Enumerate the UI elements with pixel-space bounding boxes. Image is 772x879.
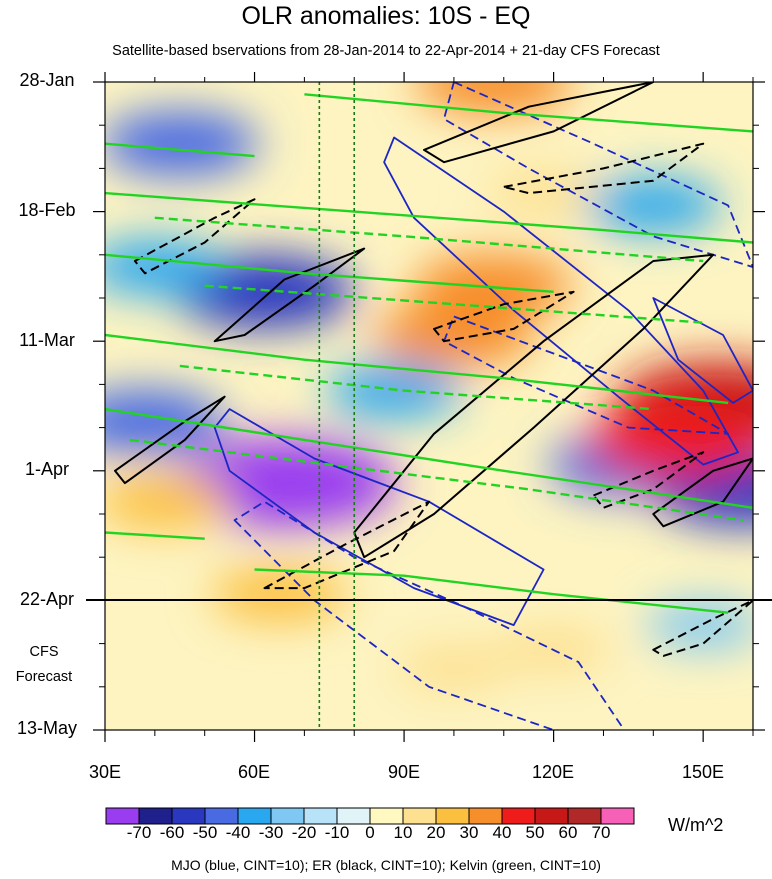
er-contour — [263, 500, 430, 590]
forecast-note-line-1: CFS — [29, 644, 59, 660]
er-contour — [652, 599, 753, 657]
x-tick-label-30e: 30E — [88, 762, 122, 782]
forecast-note: CFS Forecast — [14, 640, 74, 690]
colorbar-label-10: 10 — [393, 823, 413, 842]
reference-lines — [318, 82, 356, 730]
colorbar-label-40: 40 — [492, 823, 512, 842]
kelvin-contour — [105, 407, 753, 509]
mjo-contour — [383, 136, 739, 466]
anomaly-patch — [105, 473, 233, 530]
anomaly-patch — [645, 601, 753, 649]
colorbar-swatch — [402, 807, 437, 825]
mjo-contour — [233, 500, 626, 730]
colorbar-swatch — [237, 807, 272, 825]
y-tick-label-28-jan: 28-Jan — [19, 70, 75, 90]
er-contour — [133, 198, 256, 275]
mjo-contour — [443, 315, 729, 435]
contour-legend: MJO (blue, CINT=10); ER (black, CINT=10)… — [171, 857, 601, 873]
anomaly-patch — [211, 566, 348, 623]
y-tick-label-1-apr: 1-Apr — [24, 459, 69, 479]
plot-area — [105, 82, 753, 730]
er-contours — [114, 82, 753, 657]
er-contour — [433, 290, 575, 343]
colorbar-label-60: 60 — [558, 823, 578, 842]
er-contour — [213, 247, 366, 343]
y-tick-label-13-may: 13-May — [16, 718, 78, 738]
colorbar-swatch — [435, 807, 470, 825]
er-contour — [114, 395, 226, 485]
kelvin-contour — [105, 253, 554, 293]
kelvin-contour — [105, 531, 205, 540]
colorbar-label-m70: -70 — [126, 823, 152, 842]
plot-frame — [104, 81, 754, 731]
kelvin-contour — [105, 333, 729, 405]
x-tick-label-60e: 60E — [237, 762, 271, 782]
colorbar-label-m40: -40 — [225, 823, 251, 842]
colorbar-swatch — [501, 807, 536, 825]
colorbar-label-m20: -20 — [291, 823, 317, 842]
anomaly-patch — [585, 177, 722, 234]
anomaly-patch — [396, 644, 512, 692]
chart-title: OLR anomalies: 10S - EQ — [241, 2, 531, 30]
colorbar-label-m10: -10 — [324, 823, 350, 842]
colorbar-swatch — [303, 807, 338, 825]
colorbar-swatch — [270, 807, 305, 825]
colorbar-swatch — [336, 807, 371, 825]
colorbar-swatch — [171, 807, 206, 825]
colorbar-swatch — [138, 807, 173, 825]
colorbar — [105, 807, 635, 825]
kelvin-contours — [105, 93, 753, 614]
colorbar-label-m50: -50 — [192, 823, 218, 842]
colorbar-swatch — [567, 807, 602, 825]
x-tick-label-120e: 120E — [531, 762, 575, 782]
kelvin-contour — [179, 364, 654, 411]
anomaly-patch — [105, 389, 225, 454]
colorbar-swatch — [204, 807, 239, 825]
kelvin-contour — [304, 93, 753, 133]
y-tick-label-11-mar: 11-Mar — [19, 330, 75, 350]
anomaly-patch — [105, 239, 224, 296]
anomaly-patch — [588, 403, 753, 477]
chart-subtitle: Satellite-based bservations from 28-Jan-… — [112, 43, 660, 59]
kelvin-contour — [129, 438, 744, 522]
y-tick-label-22-apr: 22-Apr — [19, 589, 75, 609]
colorbar-swatch — [369, 807, 404, 825]
x-tick-label-150e: 150E — [681, 762, 725, 782]
colorbar-swatch — [534, 807, 569, 825]
kelvin-contour — [154, 216, 704, 263]
anomaly-patch — [105, 111, 259, 177]
colorbar-label-0: 0 — [365, 823, 375, 842]
colorbar-label-30: 30 — [459, 823, 479, 842]
colorbar-swatch — [600, 807, 635, 825]
colorbar-label-20: 20 — [426, 823, 446, 842]
er-contour — [592, 451, 705, 509]
colorbar-label-m30: -30 — [258, 823, 284, 842]
anomaly-patch — [374, 302, 534, 368]
er-contour — [652, 457, 753, 528]
x-tick-label-90e: 90E — [387, 762, 421, 782]
mjo-contours — [213, 82, 753, 730]
colorbar-label-70: 70 — [591, 823, 611, 842]
er-contour — [502, 142, 705, 195]
er-contour — [353, 253, 715, 559]
anomaly-patch — [486, 169, 601, 217]
colorbar-swatch — [468, 807, 503, 825]
forecast-note-line-2: Forecast — [15, 669, 73, 685]
colorbar-label-m60: -60 — [159, 823, 185, 842]
colorbar-units: W/m^2 — [668, 815, 724, 835]
kelvin-contour — [105, 191, 753, 244]
colorbar-swatch — [105, 807, 140, 825]
y-tick-label-18-feb: 18-Feb — [18, 200, 76, 220]
axis-ticks — [93, 72, 765, 742]
kelvin-contour — [254, 568, 729, 614]
mjo-contour — [652, 297, 753, 404]
anomaly-patch — [414, 253, 573, 319]
colorbar-label-50: 50 — [525, 823, 545, 842]
kelvin-contour — [105, 142, 255, 158]
